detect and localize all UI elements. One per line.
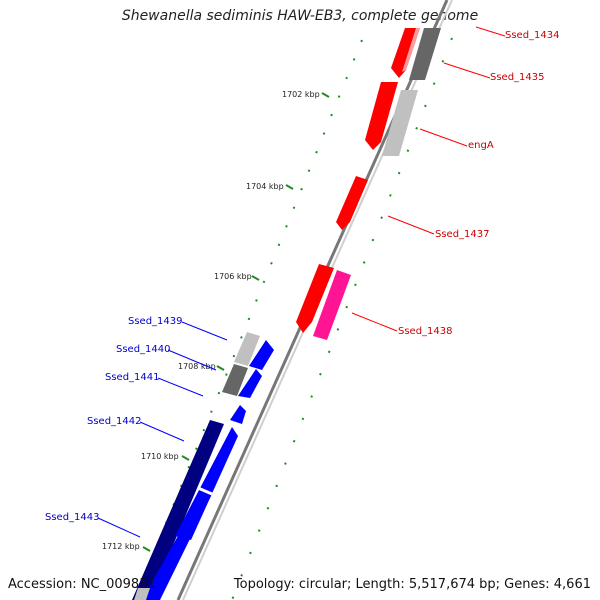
label-ssed-1434[interactable]: Ssed_1434 bbox=[505, 30, 560, 41]
gene-ssed-1441b[interactable] bbox=[230, 405, 246, 424]
gene-ssed-1443-light bbox=[134, 588, 150, 600]
label-ssed-1435[interactable]: Ssed_1435 bbox=[490, 72, 545, 83]
kbp-tick-mark-1706 bbox=[251, 275, 260, 281]
label-ssed-1443[interactable]: Ssed_1443 bbox=[45, 512, 100, 523]
gene-ssed-1442-dark[interactable] bbox=[132, 420, 224, 600]
gene-ssed-1438-b[interactable] bbox=[313, 270, 351, 340]
kbp-tick-label-1706: 1706 kbp bbox=[214, 272, 252, 281]
gene-ssed-1441[interactable] bbox=[238, 369, 262, 398]
gene-enga-part1[interactable] bbox=[365, 82, 398, 150]
gene-ssed-1437[interactable] bbox=[336, 176, 368, 230]
reverse-labels bbox=[97, 321, 228, 538]
kbp-tick-label-1712: 1712 kbp bbox=[102, 542, 140, 551]
kbp-tick-group: 1702 kbp 1704 kbp 1706 kbp 1708 kbp 1710… bbox=[102, 90, 330, 552]
kbp-tick-mark-1708 bbox=[216, 365, 225, 371]
label-ssed-1438[interactable]: Ssed_1438 bbox=[398, 326, 453, 337]
kbp-tick-mark-1702 bbox=[321, 92, 330, 98]
gene-enga-part2[interactable] bbox=[382, 90, 418, 156]
label-ssed-1439[interactable]: Ssed_1439 bbox=[128, 316, 183, 327]
kbp-tick-mark-1712 bbox=[142, 546, 151, 552]
gene-ssed-1438-a[interactable] bbox=[296, 264, 334, 333]
gene-ssed-1442-blue[interactable] bbox=[175, 427, 238, 540]
gene-ssed-1440-blue[interactable] bbox=[249, 340, 274, 370]
gene-ssed-1440-gray[interactable] bbox=[222, 364, 248, 396]
kbp-tick-mark-1704 bbox=[285, 184, 294, 190]
dotted-guide-outer bbox=[134, 39, 363, 600]
label-ssed-1437[interactable]: Ssed_1437 bbox=[435, 229, 490, 240]
dotted-guide-inner bbox=[231, 37, 453, 600]
gene-ssed-1439[interactable] bbox=[234, 332, 260, 366]
gene-ssed-1434-highlight bbox=[402, 28, 420, 72]
kbp-tick-label-1702: 1702 kbp bbox=[282, 90, 320, 99]
label-enga[interactable]: engA bbox=[468, 140, 494, 151]
label-ssed-1442[interactable]: Ssed_1442 bbox=[87, 416, 142, 427]
gene-gap-1 bbox=[197, 486, 213, 496]
gene-ssed-1435[interactable] bbox=[409, 28, 441, 80]
label-ssed-1440[interactable]: Ssed_1440 bbox=[116, 344, 171, 355]
label-ssed-1441[interactable]: Ssed_1441 bbox=[105, 372, 160, 383]
accession-text: Accession: NC_009831 bbox=[8, 577, 156, 592]
gene-ssed-1443-blue[interactable] bbox=[142, 486, 212, 600]
kbp-tick-label-1708: 1708 kbp bbox=[178, 362, 216, 371]
kbp-tick-label-1704: 1704 kbp bbox=[246, 182, 284, 191]
kbp-tick-label-1710: 1710 kbp bbox=[141, 452, 179, 461]
kbp-tick-mark-1710 bbox=[181, 455, 190, 461]
forward-labels bbox=[351, 26, 506, 332]
topology-text: Topology: circular; Length: 5,517,674 bp… bbox=[233, 577, 591, 592]
map-title: Shewanella sediminis HAW-EB3, complete g… bbox=[121, 8, 479, 24]
